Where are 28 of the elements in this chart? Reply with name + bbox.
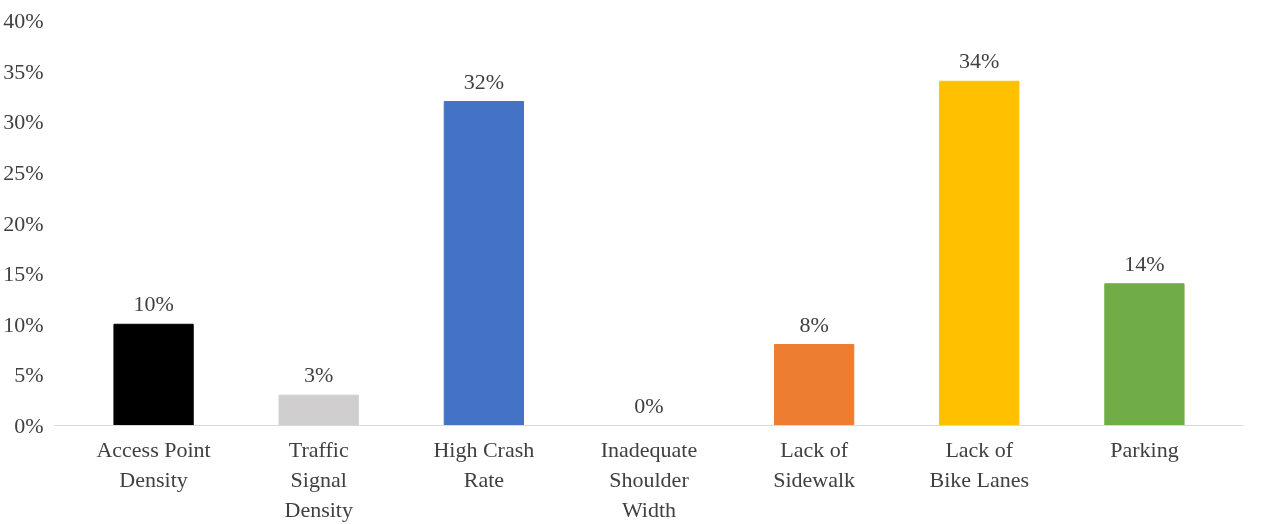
data-label: 34% <box>959 48 1000 74</box>
y-tick-label: 40% <box>3 8 44 33</box>
data-label: 3% <box>304 362 334 388</box>
bar <box>774 344 855 426</box>
bar <box>113 323 194 426</box>
data-label: 10% <box>133 291 174 317</box>
bar <box>1104 283 1185 426</box>
x-tick-label: Parking <box>1110 436 1179 462</box>
data-label: 14% <box>1124 250 1165 276</box>
y-tick-label: 20% <box>3 210 44 236</box>
data-label: 0% <box>634 392 664 418</box>
y-tick-label: 30% <box>3 109 44 135</box>
x-tick-label: Access Point Density <box>96 436 211 492</box>
bar <box>443 101 524 426</box>
y-tick-label: 25% <box>3 159 44 185</box>
y-tick-label: 15% <box>3 261 44 287</box>
data-label: 32% <box>463 68 505 94</box>
x-tick-label: Inadequate Shoulder Width <box>600 436 698 522</box>
x-tick-label: Lack of Bike Lanes <box>929 436 1030 492</box>
y-tick-label: 10% <box>3 311 44 337</box>
data-label: 8% <box>799 311 829 337</box>
y-tick-label: 0% <box>14 413 44 438</box>
x-tick-label: Traffic Signal Density <box>284 436 353 522</box>
x-tick-label: Lack of Sidewalk <box>773 436 856 492</box>
x-tick-label: High Crash Rate <box>433 436 535 492</box>
y-tick-label: 5% <box>14 362 44 388</box>
bar <box>939 80 1020 426</box>
y-tick-label: 35% <box>3 58 44 84</box>
